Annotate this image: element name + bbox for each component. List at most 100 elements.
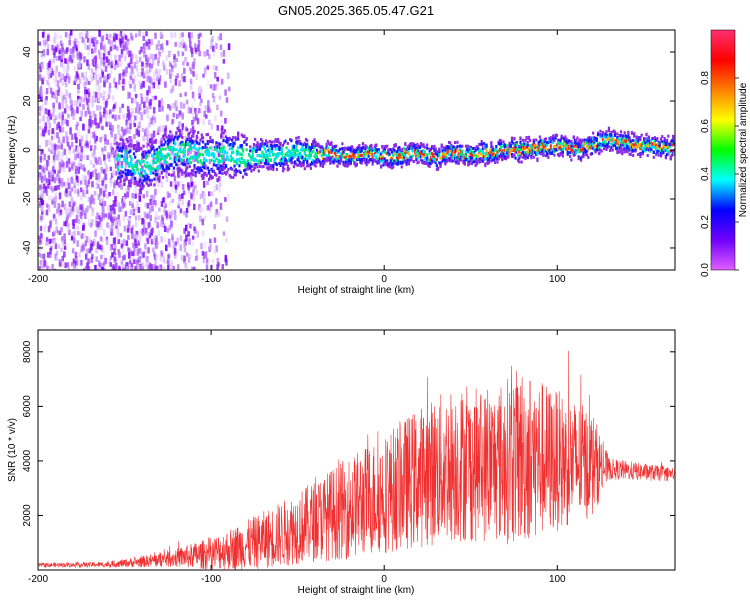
- spectrogram-noise-cell: [100, 212, 104, 218]
- spectrogram-ridge-cell: [195, 140, 199, 144]
- spectrogram-ridge-cell: [292, 151, 295, 155]
- spectrogram-ridge-cell: [324, 148, 327, 152]
- spectrogram-ridge-cell: [226, 154, 229, 158]
- spectrogram-ridge-cell: [656, 150, 659, 154]
- spectrogram-noise-cell: [127, 247, 131, 255]
- spectrogram-ridge-cell: [434, 158, 437, 162]
- spectrogram-noise-cell: [60, 72, 63, 78]
- spectrogram-noise-cell: [128, 92, 131, 99]
- spectrogram-ridge-cell: [428, 162, 431, 166]
- spectrogram-ridge-cell: [644, 144, 647, 148]
- spectrogram-ridge-cell: [537, 144, 540, 148]
- spectrogram-noise-cell: [129, 209, 133, 215]
- spectrogram-ridge-cell: [627, 138, 630, 142]
- spectrogram-ridge-cell: [489, 151, 492, 155]
- spectrogram-ridge-cell: [481, 144, 485, 148]
- spectrogram-ridge-cell: [506, 149, 509, 153]
- spectrogram-noise-cell: [184, 92, 187, 97]
- spectrogram-noise-cell: [71, 247, 75, 253]
- spectrogram-ridge-cell: [544, 137, 548, 141]
- spectrogram-ridge-cell: [531, 146, 534, 150]
- spectrogram-ridge-cell: [268, 139, 271, 143]
- spectrogram-ridge-cell: [123, 142, 126, 146]
- spectrogram-ridge-cell: [635, 143, 638, 147]
- spectrogram-ridge-cell: [295, 144, 298, 148]
- spectrogram-ridge-cell: [335, 149, 338, 153]
- spectrogram-noise-cell: [38, 118, 41, 124]
- spectrogram-ridge-cell: [287, 159, 291, 163]
- spectrogram-ridge-cell: [241, 175, 245, 179]
- spectrogram-ridge-cell: [635, 141, 638, 145]
- spectrogram-ridge-cell: [371, 155, 374, 159]
- spectrogram-ridge-cell: [407, 144, 411, 148]
- spectrogram-ridge-cell: [363, 158, 366, 162]
- spectrogram-noise-cell: [141, 61, 144, 67]
- spectrogram-noise-cell: [85, 207, 88, 214]
- spectrogram-ridge-cell: [269, 163, 272, 167]
- spectrogram-noise-cell: [174, 180, 177, 186]
- spectrogram-noise-cell: [38, 111, 41, 117]
- spectrogram-ridge-cell: [337, 149, 340, 153]
- spectrogram-noise-cell: [188, 238, 191, 245]
- spectrogram-noise-cell: [109, 46, 113, 52]
- spectrogram-noise-cell: [92, 163, 96, 168]
- spectrogram-noise-cell: [170, 64, 174, 69]
- spectrogram-noise-cell: [132, 209, 135, 214]
- spectrogram-noise-cell: [137, 240, 141, 246]
- spectrogram-ridge-cell: [388, 152, 391, 156]
- spectrogram-noise-cell: [134, 115, 137, 121]
- spectrogram-noise-cell: [185, 207, 189, 214]
- spectrogram-noise-cell: [79, 187, 83, 193]
- spectrogram-ridge-cell: [571, 148, 574, 152]
- spectrogram-ridge-cell: [121, 170, 125, 174]
- spectrogram-noise-cell: [80, 203, 84, 210]
- spectrogram-noise-cell: [113, 225, 116, 231]
- spectrogram-noise-cell: [59, 40, 63, 47]
- spectrogram-ridge-cell: [123, 179, 126, 183]
- spectrogram-ridge-cell: [142, 179, 145, 183]
- spectrogram-ridge-cell: [405, 161, 408, 165]
- spectrogram-ridge-cell: [532, 150, 535, 154]
- spectrogram-ridge-cell: [599, 129, 602, 133]
- spectrogram-noise-cell: [128, 217, 131, 223]
- spectrogram-ridge-cell: [496, 150, 499, 154]
- spectrogram-noise-cell: [227, 140, 230, 146]
- spectrogram-ridge-cell: [484, 157, 487, 161]
- spectrogram-ridge-cell: [301, 155, 304, 159]
- spectrogram-ridge-cell: [251, 147, 254, 151]
- spectrogram-ridge-cell: [667, 144, 670, 148]
- spectrogram-noise-cell: [226, 72, 230, 80]
- spectrogram-ridge-cell: [369, 158, 372, 162]
- spectrogram-ridge-cell: [251, 164, 254, 168]
- spectrogram-noise-cell: [51, 187, 55, 193]
- spectrogram-noise-cell: [120, 260, 124, 265]
- spectrogram-noise-cell: [112, 264, 115, 270]
- spectrogram-ridge-cell: [371, 160, 374, 164]
- spectrogram-noise-cell: [162, 64, 166, 71]
- spectrogram-ridge-cell: [330, 156, 333, 160]
- spectrogram-ridge-cell: [131, 169, 134, 173]
- spectrogram-noise-cell: [225, 237, 228, 243]
- spectrogram-ridge-cell: [544, 154, 548, 158]
- spectrogram-noise-cell: [191, 105, 194, 113]
- spectrogram-noise-cell: [85, 248, 89, 255]
- spectrogram-ridge-cell: [216, 149, 219, 153]
- spectrogram-ridge-cell: [634, 139, 637, 143]
- spectrogram-ridge-cell: [307, 154, 310, 158]
- spectrogram-noise-cell: [109, 262, 113, 267]
- spectrogram-noise-cell: [51, 44, 54, 51]
- spectrogram-ridge-cell: [589, 140, 592, 144]
- spectrogram-noise-cell: [105, 236, 109, 242]
- spectrogram-ridge-cell: [392, 162, 395, 166]
- spectrogram-noise-cell: [129, 53, 133, 60]
- spectrogram-noise-cell: [131, 111, 135, 118]
- spectrogram-ridge-cell: [224, 139, 228, 143]
- spectrogram-ridge-cell: [628, 148, 631, 152]
- spectrogram-ridge-cell: [119, 137, 122, 141]
- spectrogram-noise-cell: [140, 176, 143, 181]
- spectrogram-noise-cell: [169, 79, 173, 84]
- spectrogram-noise-cell: [76, 225, 79, 231]
- spectrogram-noise-cell: [104, 173, 108, 181]
- spectrogram-ridge-cell: [266, 156, 269, 160]
- spectrogram-ridge-cell: [453, 141, 457, 145]
